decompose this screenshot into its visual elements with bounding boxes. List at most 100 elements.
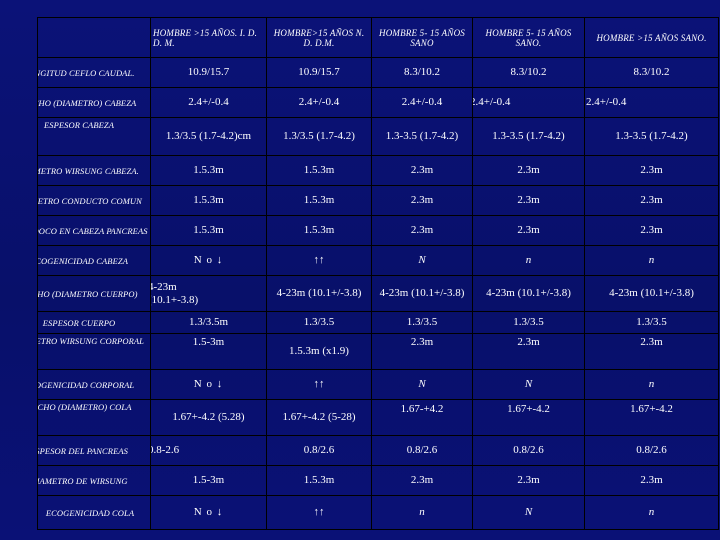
table-row: ESPESOR CABEZA 1.3/3.5 (1.7-4.2)cm 1.3/3… (37, 117, 719, 156)
table-cell: n (584, 495, 719, 530)
table-cell: N (472, 495, 585, 530)
table-cell: 1.67+-4.2 (5.28) (150, 399, 267, 436)
column-header: HOMBRE 5- 15 AÑOS SANO. (472, 17, 585, 58)
header-row: HOMBRE >15 AÑOS. I. D. D. M. HOMBRE>15 A… (37, 17, 719, 58)
cell-text: 2.4+/-0.4 (472, 96, 511, 108)
table-cell: 1.3/3.5 (1.7-4.2)cm (150, 117, 267, 156)
table-cell: 1.3-3.5 (1.7-4.2) (371, 117, 473, 156)
table-cell: 2.3m (472, 215, 585, 246)
table-cell: 4-23m (10.1+/-3.8) (584, 275, 719, 312)
table-cell: 4-23m (10.1+-3.8) (150, 275, 267, 312)
table-cell: 2.3m (472, 465, 585, 496)
table-row: ANCHO (DIAMETRO CUERPO) 4-23m (10.1+-3.8… (37, 275, 719, 312)
table-cell: n (472, 245, 585, 276)
column-header: HOMBRE 5- 15 AÑOS SANO (371, 17, 473, 58)
cell-text: 4-23m (10.1+-3.8) (150, 280, 199, 306)
table-cell: 2.3m (371, 185, 473, 216)
table-cell: 2.3m (472, 333, 585, 370)
table-cell: 2.3m (371, 465, 473, 496)
table-cell: 1.5.3m (266, 215, 372, 246)
table-cell: 2.4+/-0.4 (584, 87, 719, 118)
table-cell: 2.3m (584, 185, 719, 216)
table-cell: 2.3m (371, 215, 473, 246)
table-cell: 1.67-+4.2 (371, 399, 473, 436)
table-cell: 1.3-3.5 (1.7-4.2) (584, 117, 719, 156)
table-cell: 1.3/3.5 (1.7-4.2) (266, 117, 372, 156)
table-row: ANCHO (DIAMETRO) CABEZA 2.4+/-0.4 2.4+/-… (37, 87, 719, 118)
table-row: ECOGENICIDAD CABEZA N o ↓ ↑↑ N n n (37, 245, 719, 276)
table-row: DIAMETRO DE WIRSUNG 1.5-3m 1.5.3m 2.3m 2… (37, 465, 719, 496)
table-cell: 4-23m (10.1+/-3.8) (266, 275, 372, 312)
row-label: ESPESOR DEL PANCREAS (37, 435, 151, 466)
table-cell: 1.3/3.5 (371, 311, 473, 334)
table-cell: N o ↓ (150, 369, 267, 400)
row-label: ANCHO (DIAMETRO) CABEZA (37, 87, 151, 118)
row-label: DIAMETRO WIRSUNG CABEZA. (37, 155, 151, 186)
table-cell: 2.3m (584, 155, 719, 186)
table-cell: n (584, 369, 719, 400)
row-label: DIAMETRO DE WIRSUNG (37, 465, 151, 496)
table-cell: 1.5.3m (266, 155, 372, 186)
table-cell: 0.8/2.6 (266, 435, 372, 466)
table-cell: 0.8/2.6 (371, 435, 473, 466)
table-cell: 1.5.3m (x1.9) (266, 333, 372, 370)
table-cell: 1.5.3m (150, 215, 267, 246)
row-label: LONGITUD CEFLO CAUDAL. (37, 57, 151, 88)
pancreas-measurements-table: HOMBRE >15 AÑOS. I. D. D. M. HOMBRE>15 A… (37, 17, 719, 530)
table-cell: ↑↑ (266, 369, 372, 400)
table-cell: 2.4+/-0.4 (472, 87, 585, 118)
table-cell: N (371, 369, 473, 400)
table-row: ECOGENICIDAD COLA N o ↓ ↑↑ n N n (37, 495, 719, 530)
row-label: ECOGENICIDAD COLA (37, 495, 151, 530)
table-row: DIAMETRO WIRSUNG CORPORAL 1.5-3m 1.5.3m … (37, 333, 719, 370)
table-cell: 1.67+-4.2 (5-28) (266, 399, 372, 436)
table-cell: 10.9/15.7 (150, 57, 267, 88)
table-cell: 0.8-2.6 (150, 435, 267, 466)
table-cell: n (584, 245, 719, 276)
table-cell: 1.5-3m (150, 333, 267, 370)
row-label: DIAMETRO CONDUCTO COMUN (37, 185, 151, 216)
table-row: ESPESOR DEL PANCREAS 0.8-2.6 0.8/2.6 0.8… (37, 435, 719, 466)
row-label: ANCHO (DIAMETRO) COLA (37, 399, 151, 436)
table-cell: 2.4+/-0.4 (266, 87, 372, 118)
table-cell: 2.3m (371, 333, 473, 370)
row-label: ESPESOR CABEZA (37, 117, 151, 156)
table-cell: 2.3m (584, 215, 719, 246)
row-label: COLEDOCO EN CABEZA PANCREAS (37, 215, 151, 246)
table-cell: 1.5-3m (150, 465, 267, 496)
column-header: HOMBRE>15 AÑOS N. D. D.M. (266, 17, 372, 58)
table-cell: ↑↑ (266, 245, 372, 276)
table-cell: 0.8/2.6 (584, 435, 719, 466)
table-cell: 2.3m (371, 155, 473, 186)
table-cell: 8.3/10.2 (371, 57, 473, 88)
table-cell: N o ↓ (150, 245, 267, 276)
table-row: DIAMETRO WIRSUNG CABEZA. 1.5.3m 1.5.3m 2… (37, 155, 719, 186)
table-cell: 1.3/3.5 (472, 311, 585, 334)
table-cell: N (371, 245, 473, 276)
table-cell: 10.9/15.7 (266, 57, 372, 88)
table-cell: 4-23m (10.1+/-3.8) (472, 275, 585, 312)
table-cell: 2.3m (584, 465, 719, 496)
table-cell: 1.67+-4.2 (472, 399, 585, 436)
table-row: COLEDOCO EN CABEZA PANCREAS 1.5.3m 1.5.3… (37, 215, 719, 246)
table-cell: 1.5.3m (150, 185, 267, 216)
row-label: ECOGENICIDAD CORPORAL (37, 369, 151, 400)
table-cell: 1.3-3.5 (1.7-4.2) (472, 117, 585, 156)
column-header: HOMBRE >15 AÑOS. I. D. D. M. (150, 17, 267, 58)
table-cell: 2.3m (584, 333, 719, 370)
row-label: ESPESOR CUERPO (37, 311, 151, 334)
column-header: HOMBRE >15 AÑOS SANO. (584, 17, 719, 58)
table-cell: 8.3/10.2 (584, 57, 719, 88)
table-cell: 1.5.3m (150, 155, 267, 186)
row-label: ECOGENICIDAD CABEZA (37, 245, 151, 276)
row-label: DIAMETRO WIRSUNG CORPORAL (37, 333, 151, 370)
table-cell: 1.3/3.5 (266, 311, 372, 334)
table-cell: N (472, 369, 585, 400)
table-cell: ↑↑ (266, 495, 372, 530)
table-row: ANCHO (DIAMETRO) COLA 1.67+-4.2 (5.28) 1… (37, 399, 719, 436)
row-label: ANCHO (DIAMETRO CUERPO) (37, 275, 151, 312)
table-cell: N o ↓ (150, 495, 267, 530)
corner-cell (37, 17, 151, 58)
table-cell: 2.4+/-0.4 (371, 87, 473, 118)
table-cell: 1.5.3m (266, 465, 372, 496)
